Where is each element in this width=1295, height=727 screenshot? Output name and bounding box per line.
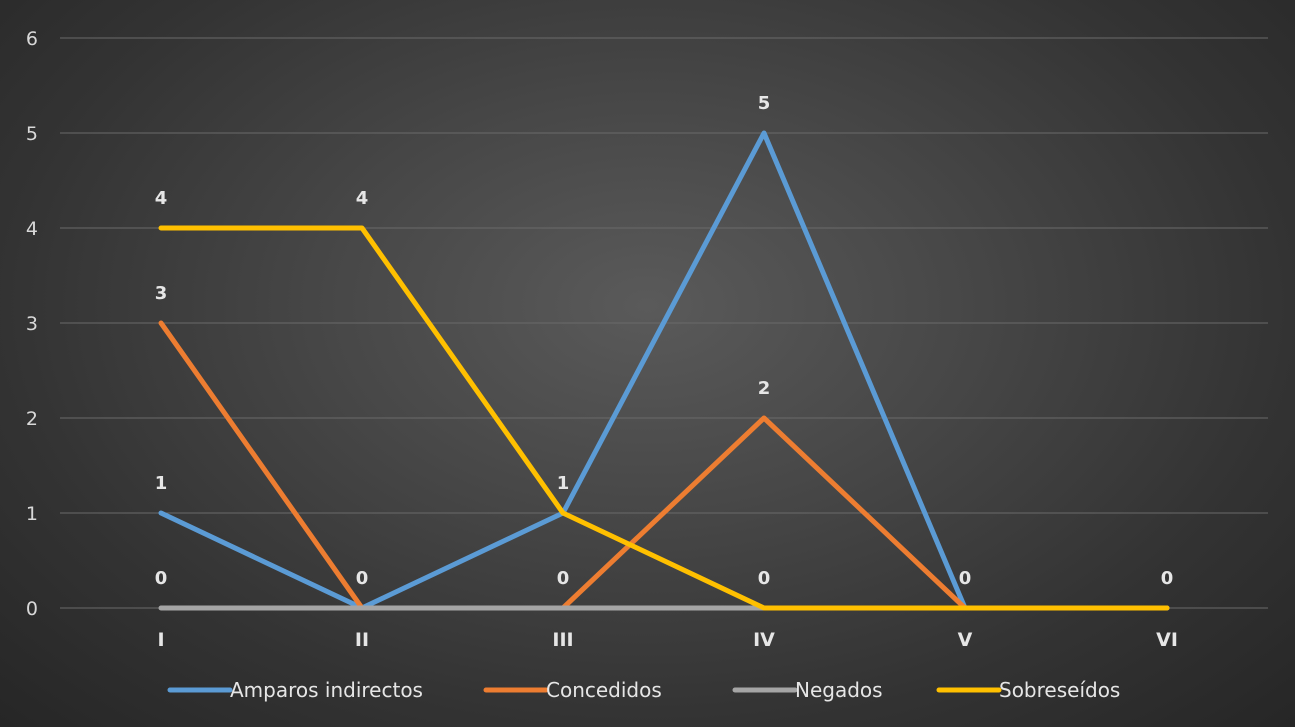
series-line-amparos-indirectos xyxy=(158,130,968,611)
legend-label: Concedidos xyxy=(546,678,662,702)
data-label: 2 xyxy=(758,378,771,399)
data-label: 1 xyxy=(557,473,570,494)
data-label: 4 xyxy=(155,188,168,209)
x-tick-label: III xyxy=(552,629,573,651)
data-label: 0 xyxy=(959,568,972,589)
x-tick-label: II xyxy=(355,629,369,651)
series-lines xyxy=(158,130,1170,611)
series-line-sobrese-dos xyxy=(158,225,1170,611)
legend-label: Sobreseídos xyxy=(999,678,1120,702)
x-tick-label: I xyxy=(157,629,164,651)
data-label: 0 xyxy=(155,568,168,589)
x-axis-labels: I II III IV V VI xyxy=(157,629,1177,651)
y-tick-label: 5 xyxy=(26,123,38,145)
y-tick-label: 2 xyxy=(26,408,38,430)
legend-label: Amparos indirectos xyxy=(230,678,423,702)
data-labels: 4 3 1 0 4 0 1 0 5 2 0 0 0 xyxy=(155,93,1174,589)
legend: Amparos indirectos Concedidos Negados Sobre… xyxy=(167,678,1120,702)
y-tick-label: 6 xyxy=(26,28,38,50)
data-label: 0 xyxy=(1161,568,1174,589)
y-tick-label: 4 xyxy=(26,218,38,240)
data-label: 1 xyxy=(155,473,168,494)
x-tick-label: IV xyxy=(753,629,775,651)
data-label: 0 xyxy=(758,568,771,589)
data-label: 4 xyxy=(356,188,369,209)
y-tick-label: 1 xyxy=(26,503,38,525)
x-tick-label: VI xyxy=(1156,629,1178,651)
legend-label: Negados xyxy=(795,678,883,702)
data-label: 0 xyxy=(557,568,570,589)
data-label: 5 xyxy=(758,93,771,114)
y-tick-label: 3 xyxy=(26,313,38,335)
y-tick-label: 0 xyxy=(26,598,38,620)
series-line-concedidos xyxy=(158,320,968,611)
x-tick-label: V xyxy=(958,629,973,651)
data-label: 0 xyxy=(356,568,369,589)
data-label: 3 xyxy=(155,283,168,304)
